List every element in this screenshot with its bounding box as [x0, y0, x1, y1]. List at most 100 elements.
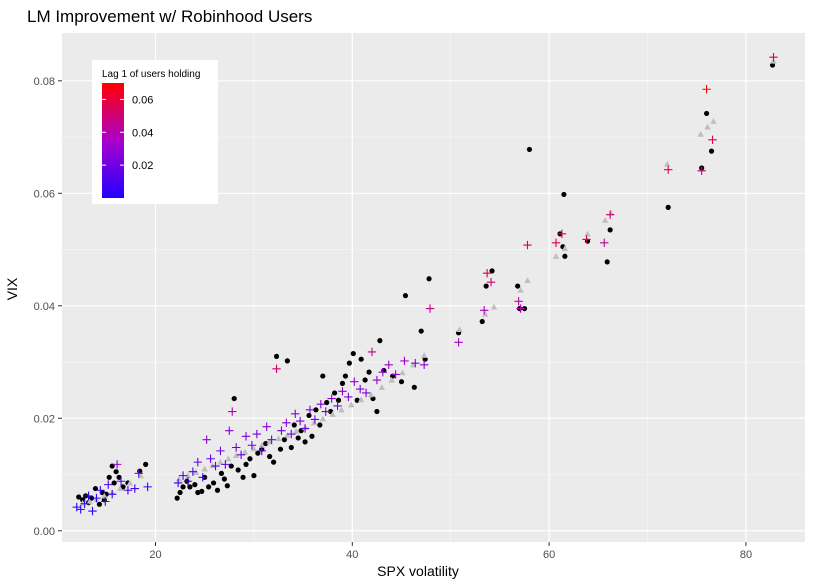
point-triangle [664, 160, 671, 167]
point-circle [411, 384, 417, 390]
point-plus [96, 486, 105, 495]
point-circle [199, 488, 205, 494]
point-circle [187, 484, 193, 490]
point-plus [605, 210, 615, 219]
x-tick-label: 20 [149, 549, 161, 561]
point-circle [240, 474, 246, 480]
point-circle [708, 148, 715, 154]
point-plus [516, 304, 525, 313]
point-circle [561, 191, 567, 198]
x-tick-label: 80 [740, 549, 752, 561]
point-circle [214, 487, 221, 493]
point-circle [370, 395, 376, 402]
point-plus [107, 489, 117, 499]
point-circle [263, 440, 269, 447]
point-triangle [293, 428, 300, 434]
point-plus [454, 338, 463, 347]
point-plus [486, 277, 496, 287]
point-circle [243, 461, 249, 467]
y-tick-label: 0.08 [34, 76, 55, 88]
point-plus [411, 358, 420, 368]
point-triangle [126, 479, 134, 486]
point-circle [313, 407, 319, 413]
point-plus [123, 486, 133, 495]
point-triangle [388, 376, 395, 383]
point-circle [483, 283, 489, 289]
point-circle [562, 253, 568, 259]
point-plus [252, 429, 262, 439]
point-triangle [184, 472, 192, 479]
point-plus [228, 407, 237, 416]
point-plus [708, 135, 717, 145]
point-circle [374, 408, 380, 415]
point-circle [489, 268, 495, 274]
point-circle [96, 501, 102, 507]
point-plus [216, 446, 225, 456]
point-circle [769, 62, 776, 68]
point-plus [206, 454, 215, 463]
point-circle [426, 276, 432, 282]
point-plus [327, 394, 336, 403]
point-triangle [517, 286, 524, 293]
point-triangle [697, 131, 704, 137]
point-plus [277, 426, 286, 435]
point-circle [281, 437, 288, 443]
point-circle [306, 412, 312, 419]
point-plus [482, 268, 492, 278]
x-tick-label: 60 [543, 549, 555, 561]
point-plus [295, 416, 305, 426]
point-plus [188, 467, 198, 476]
point-plus [300, 424, 310, 433]
point-plus [702, 85, 711, 94]
point-plus [310, 415, 320, 424]
point-circle [339, 380, 346, 386]
y-tick-label: 0.02 [34, 413, 55, 425]
point-circle [422, 356, 428, 362]
point-triangle [175, 475, 183, 482]
point-plus [282, 418, 291, 427]
legend: Lag 1 of users holding 0.02 0.04 0.06 [92, 60, 218, 204]
point-plus [361, 388, 371, 398]
y-tick-label: 0.00 [34, 526, 55, 538]
point-triangle [338, 406, 345, 413]
point-triangle [584, 230, 591, 237]
point-circle [317, 422, 323, 428]
point-triangle [209, 462, 216, 469]
point-triangle [329, 411, 336, 417]
point-circle [377, 338, 383, 344]
point-circle [346, 360, 352, 366]
point-circle [324, 399, 330, 406]
point-circle [267, 453, 273, 460]
point-plus [143, 482, 152, 492]
point-plus [211, 461, 220, 471]
point-triangle [201, 465, 208, 472]
point-plus [305, 405, 315, 415]
point-circle [116, 474, 122, 480]
point-plus [367, 347, 377, 357]
point-plus [400, 356, 409, 366]
point-triangle [524, 277, 531, 284]
point-triangle [456, 326, 463, 332]
point-circle [231, 395, 237, 402]
point-triangle [367, 391, 375, 398]
point-plus [338, 387, 347, 396]
legend-tick-label: 0.02 [132, 160, 153, 172]
point-triangle [284, 431, 291, 438]
point-circle [192, 482, 198, 488]
point-circle [362, 377, 368, 383]
point-circle [235, 467, 241, 473]
point-circle [224, 483, 230, 489]
point-plus [272, 364, 281, 373]
point-plus [344, 392, 353, 402]
point-triangle [232, 452, 240, 458]
point-plus [316, 400, 326, 409]
point-circle [402, 293, 409, 299]
point-triangle [490, 303, 498, 310]
point-circle [604, 259, 610, 265]
point-plus [262, 422, 271, 431]
point-plus [664, 165, 673, 174]
point-circle [418, 328, 424, 334]
point-triangle [275, 435, 282, 442]
x-axis-title: SPX volatility [377, 563, 459, 579]
